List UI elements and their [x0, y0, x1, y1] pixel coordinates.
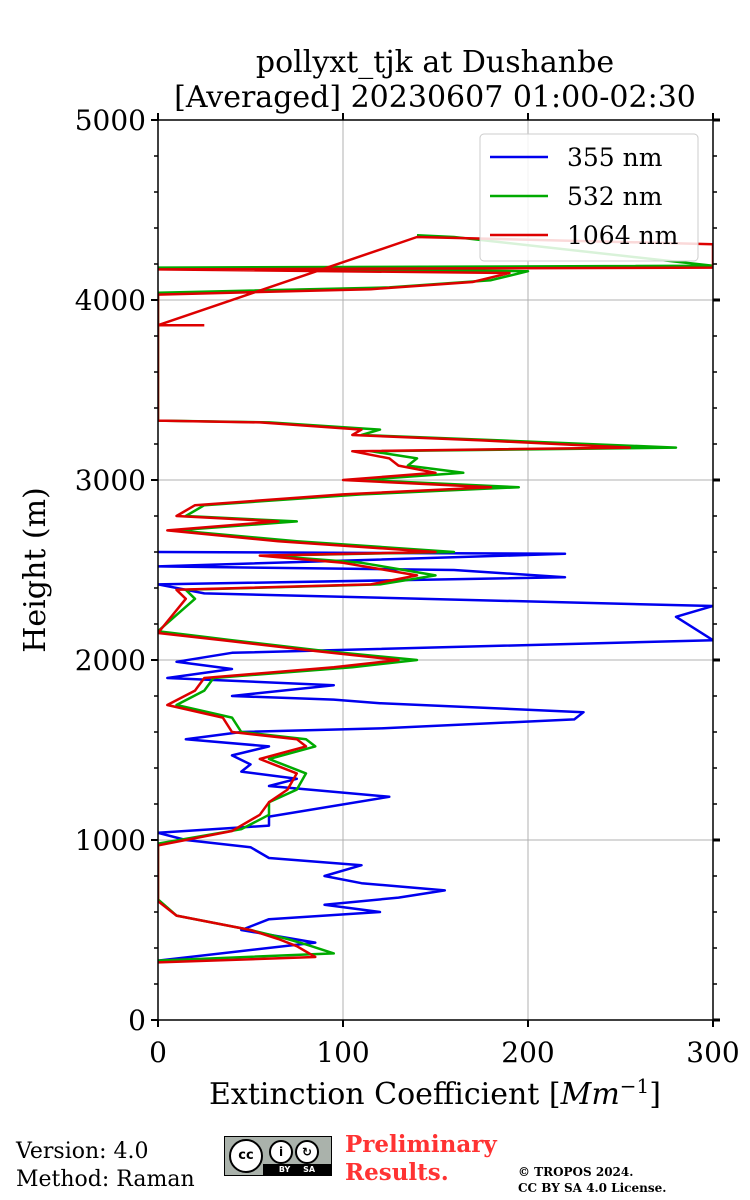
preliminary-results-notice: Preliminary Results.	[345, 1131, 497, 1187]
legend-label-532: 532 nm	[567, 182, 663, 211]
copyright-line-2: CC BY SA 4.0 License.	[518, 1181, 667, 1195]
method-text: Method: Raman	[16, 1167, 195, 1192]
y-tick-label: 2000	[75, 644, 146, 677]
y-tick-label: 1000	[75, 824, 146, 857]
y-tick-label: 4000	[75, 284, 146, 317]
x-tick-label: 200	[501, 1036, 554, 1069]
legend-label-1064: 1064 nm	[567, 221, 679, 250]
series-line-355-nm	[158, 550, 713, 962]
chart-title: pollyxt_tjk at Dushanbe	[256, 45, 614, 80]
x-tick-label: 100	[316, 1036, 369, 1069]
y-tick-label: 0	[128, 1004, 146, 1037]
copyright-line-1: © TROPOS 2024.	[518, 1165, 634, 1179]
y-axis-label: Height (m)	[18, 487, 53, 652]
x-tick-label: 0	[149, 1036, 167, 1069]
x-axis-label: Extinction Coefficient [Mm−1]	[209, 1074, 661, 1112]
x-axis-label-end: ]	[649, 1077, 661, 1112]
footer-meta: Version: 4.0 Method: Raman	[16, 1138, 195, 1194]
series-line-1064-nm	[158, 235, 713, 964]
legend: 355 nm 532 nm 1064 nm	[479, 133, 699, 262]
series-lines	[158, 233, 713, 964]
preliminary-line-2: Results.	[345, 1159, 449, 1186]
by-attribution-icon: i	[269, 1140, 293, 1164]
preliminary-line-1: Preliminary	[345, 1131, 497, 1158]
plot-frame	[157, 119, 714, 1021]
x-tick-label: 300	[686, 1036, 739, 1069]
chart-subtitle: [Averaged] 20230607 01:00-02:30	[174, 80, 696, 115]
legend-label-355: 355 nm	[567, 143, 663, 172]
y-tick-label: 3000	[75, 464, 146, 497]
x-axis-label-unit: Mm	[560, 1077, 620, 1112]
copyright-notice: © TROPOS 2024. CC BY SA 4.0 License.	[518, 1164, 666, 1196]
x-axis-label-base: Extinction Coefficient [	[209, 1077, 561, 1112]
legend-box	[479, 133, 699, 262]
x-axis-label-exponent: −1	[620, 1074, 649, 1098]
cc-icon: cc	[229, 1139, 263, 1173]
share-alike-icon: ↻	[295, 1140, 319, 1164]
cc-license-badge: cc i ↻ BY SA	[224, 1136, 332, 1176]
version-text: Version: 4.0	[16, 1139, 149, 1164]
y-tick-label: 5000	[75, 104, 146, 137]
cc-badge-strip: BY SA	[263, 1164, 331, 1175]
